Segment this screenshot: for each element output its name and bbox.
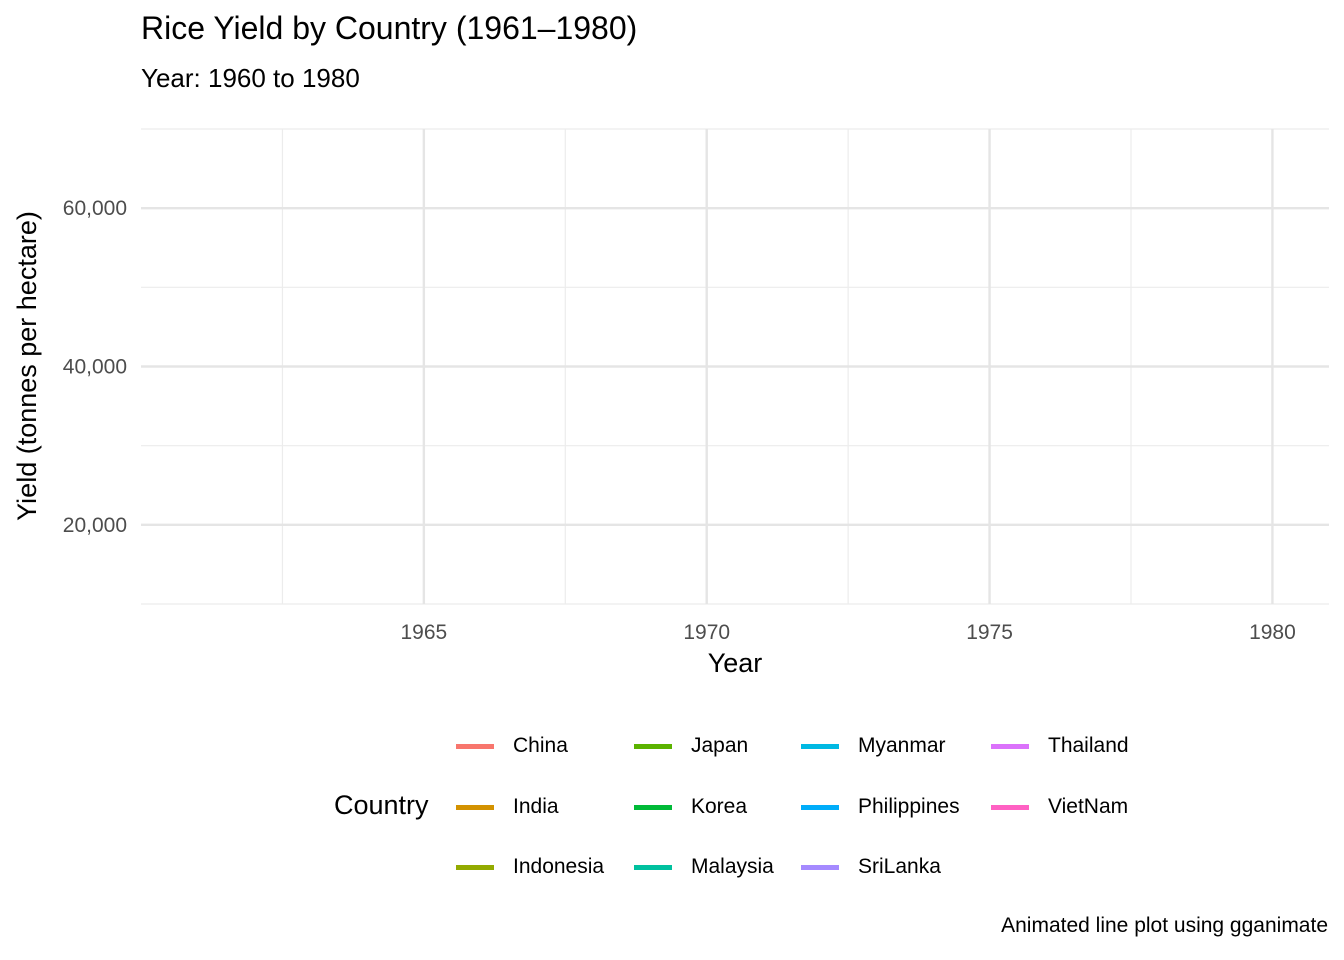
legend-label: China (513, 734, 568, 757)
legend-label: Indonesia (513, 855, 605, 878)
legend-item: India (456, 792, 559, 822)
legend-key-swatch (801, 743, 839, 749)
legend-item: SriLanka (801, 852, 941, 882)
legend-item: Japan (634, 731, 748, 761)
y-axis-label: Yield (tonnes per hectare) (12, 211, 42, 521)
y-axis-tick-labels: 20,000 40,000 60,000 (63, 197, 127, 537)
legend-label: Myanmar (858, 734, 946, 757)
x-tick-label: 1970 (683, 621, 730, 644)
legend-key-swatch (801, 864, 839, 870)
legend-key-swatch (991, 804, 1029, 810)
x-tick-label: 1975 (966, 621, 1013, 644)
legend-title: Country (334, 790, 429, 820)
legend-label: Thailand (1048, 734, 1129, 757)
y-tick-label: 20,000 (63, 514, 127, 537)
chart-title: Rice Yield by Country (1961–1980) (141, 10, 638, 46)
x-tick-label: 1980 (1249, 621, 1296, 644)
legend-item: Indonesia (456, 852, 604, 882)
legend-label: SriLanka (858, 855, 941, 878)
legend-item: Malaysia (634, 852, 774, 882)
legend-label: Malaysia (691, 855, 774, 878)
legend-key-swatch (634, 864, 672, 870)
chart-subtitle: Year: 1960 to 1980 (141, 63, 360, 93)
legend-key-swatch (801, 804, 839, 810)
major-gridlines (141, 129, 1329, 604)
legend-item: VietNam (991, 792, 1128, 822)
y-tick-label: 40,000 (63, 356, 127, 379)
legend-item: Philippines (801, 792, 960, 822)
legend-key-swatch (634, 743, 672, 749)
legend-key-swatch (991, 743, 1029, 749)
plot-area: 1965 1970 1975 1980 20,000 40,000 60,000 Year… (12, 128, 1329, 678)
legend-item: Thailand (991, 731, 1129, 761)
legend-key-swatch (456, 804, 494, 810)
x-tick-label: 1965 (400, 621, 447, 644)
legend-label: Korea (691, 795, 748, 818)
legend-item: Korea (634, 792, 747, 822)
legend-label: Philippines (858, 795, 960, 818)
legend-label: VietNam (1048, 795, 1129, 818)
legend-item: Myanmar (801, 731, 946, 761)
chart-caption: Animated line plot using gganimate (1001, 914, 1328, 937)
legend-item: China (456, 731, 568, 761)
legend-key-swatch (634, 804, 672, 810)
legend-key-swatch (456, 743, 494, 749)
x-axis-label: Year (708, 648, 763, 678)
y-tick-label: 60,000 (63, 197, 127, 220)
legend-label: Japan (691, 734, 749, 757)
x-axis-tick-labels: 1965 1970 1975 1980 (400, 621, 1295, 644)
legend-key-swatch (456, 864, 494, 870)
legend-label: India (513, 795, 559, 818)
